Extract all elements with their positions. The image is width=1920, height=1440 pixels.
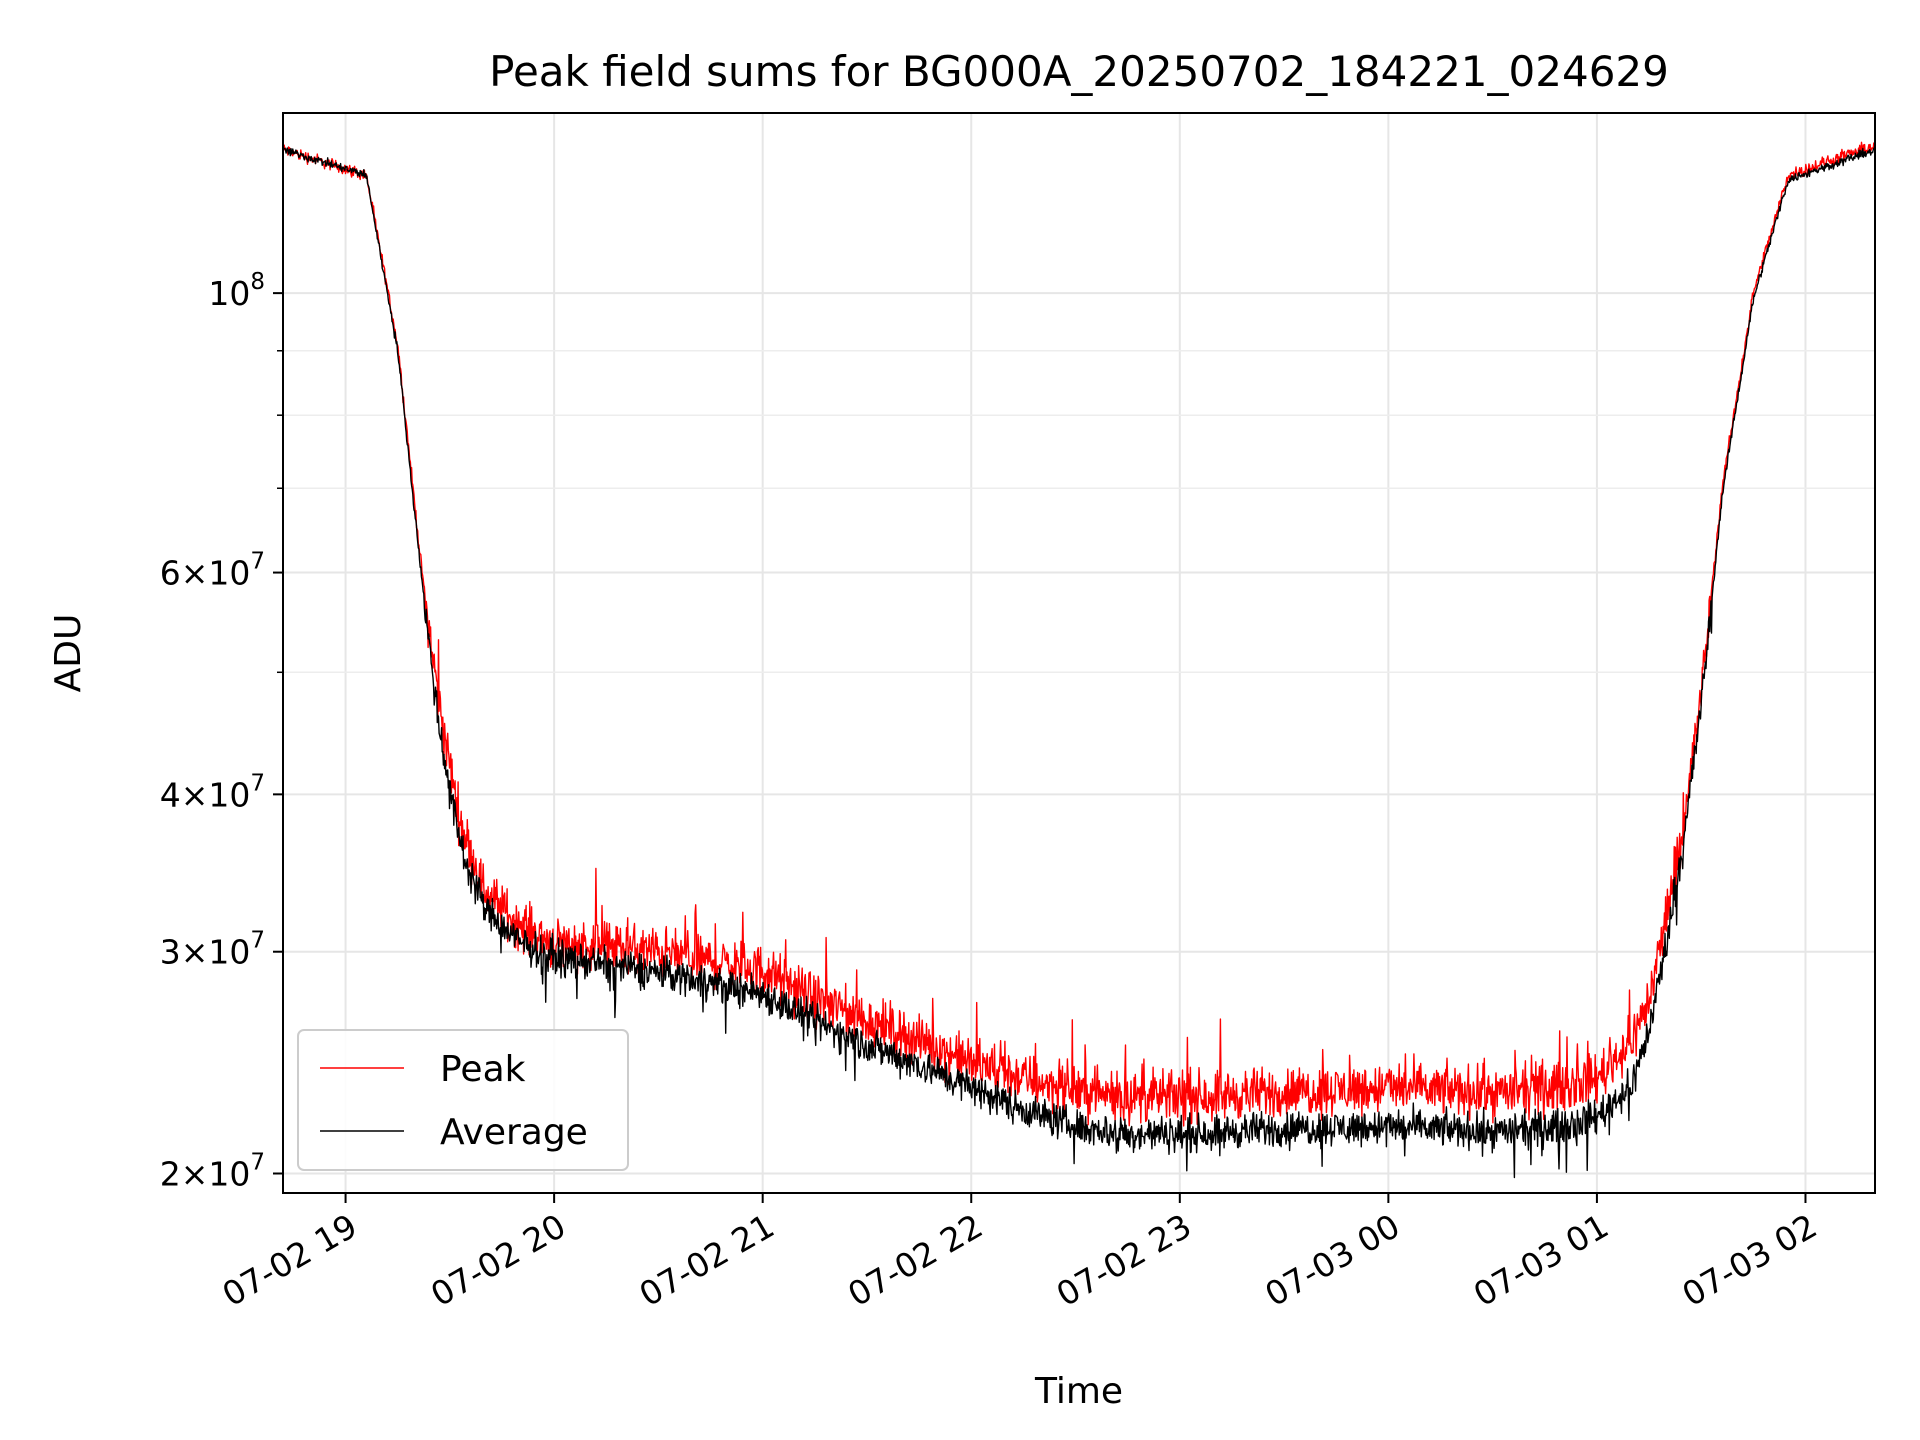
y-tick-exponent: 7: [250, 770, 265, 796]
y-tick-mantissa: 4×10: [160, 775, 251, 814]
y-tick-label: 108: [208, 269, 265, 313]
legend: Peak Average: [297, 1029, 629, 1171]
grid-lines: [283, 113, 1875, 1193]
y-tick-exponent: 7: [250, 1150, 265, 1176]
y-tick-mantissa: 2×10: [160, 1155, 251, 1194]
series-lines: [282, 141, 1876, 1179]
y-tick-mantissa: 3×10: [160, 933, 251, 972]
y-tick-exponent: 7: [250, 928, 265, 954]
plot-frame: [282, 112, 1876, 1194]
x-axis-label: Time: [1034, 1371, 1123, 1412]
y-tick-label: 3×107: [160, 928, 265, 972]
y-tick-mantissa: 6×10: [160, 554, 251, 593]
y-tick-label: 2×107: [160, 1150, 265, 1194]
legend-label-peak: Peak: [440, 1049, 526, 1090]
series-line-average: [282, 145, 1876, 1179]
y-tick-label: 6×107: [160, 549, 265, 593]
legend-label-average: Average: [440, 1112, 588, 1153]
chart-title: Peak field sums for BG000A_20250702_1842…: [489, 47, 1669, 96]
y-tick-exponent: 7: [250, 549, 265, 575]
legend-box: [297, 1029, 629, 1171]
y-axis-label: ADU: [48, 614, 89, 693]
y-tick-base: 10: [208, 274, 250, 313]
y-tick-label: 4×107: [160, 770, 265, 814]
y-tick-exponent: 8: [250, 269, 265, 295]
